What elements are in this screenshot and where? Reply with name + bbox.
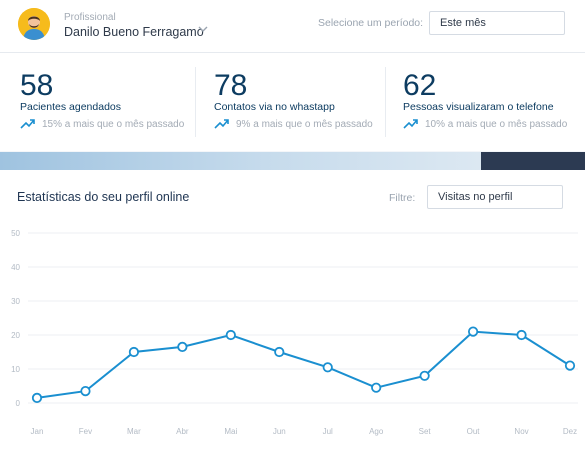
x-tick-label: Fev — [79, 427, 92, 436]
x-tick-label: Set — [419, 427, 432, 436]
filter-label: Filtre: — [389, 192, 416, 204]
top-bar: Profissional Danilo Bueno Ferragamo Sele… — [0, 0, 585, 53]
stat-number: 78 — [214, 69, 248, 102]
period-label: Selecione um período: — [318, 17, 424, 29]
data-point — [516, 329, 527, 341]
y-tick-label: 50 — [11, 229, 20, 238]
data-point — [274, 346, 285, 358]
data-point — [322, 362, 333, 373]
stat-label: Pessoas visualizaram o telefone — [403, 101, 554, 113]
y-tick-label: 40 — [11, 263, 20, 272]
data-point — [177, 341, 188, 352]
data-point — [225, 329, 236, 341]
y-tick-label: 20 — [11, 331, 20, 340]
x-tick-label: Jul — [323, 427, 333, 436]
x-tick-label: Jun — [273, 427, 286, 436]
chart-card: Estatísticas do seu perfil online Filtre… — [0, 170, 585, 450]
trend-up-icon — [403, 117, 419, 129]
stat-trend: 10% a mais que o mês passado — [425, 119, 568, 130]
data-point — [371, 382, 382, 393]
stat-label: Contatos via no whastapp — [214, 101, 335, 113]
stat-number: 58 — [20, 69, 54, 102]
series-line — [36, 330, 571, 399]
data-point — [80, 386, 91, 397]
filter-select[interactable]: Visitas no perfil — [427, 185, 563, 209]
line-chart: 0 10 20 30 40 50 Jan Fev Mar Abr Mai Jun Jul Ago Set Ou… — [11, 229, 578, 436]
banner-strip — [0, 152, 481, 170]
data-point — [31, 392, 43, 403]
divider — [385, 67, 386, 137]
x-tick-label: Mai — [224, 427, 237, 436]
y-tick-label: 0 — [16, 399, 21, 408]
x-tick-label: Out — [467, 427, 481, 436]
chart-title: Estatísticas do seu perfil online — [17, 190, 190, 204]
stat-label: Pacientes agendados — [20, 101, 121, 113]
x-tick-label: Jan — [31, 427, 44, 436]
trend-up-icon — [20, 117, 36, 129]
profile-label: Profissional — [64, 12, 116, 23]
profile-name[interactable]: Danilo Bueno Ferragamo — [64, 25, 204, 39]
y-tick-label: 10 — [11, 365, 20, 374]
stats-panel: 58 Pacientes agendados 15% a mais que o … — [0, 53, 585, 151]
stat-trend: 9% a mais que o mês passado — [236, 119, 373, 130]
data-point — [564, 360, 576, 371]
stat-number: 62 — [403, 69, 437, 102]
data-point — [467, 326, 479, 337]
x-tick-label: Abr — [176, 427, 189, 436]
y-tick-label: 30 — [11, 297, 20, 306]
x-tick-label: Ago — [369, 427, 384, 436]
trend-up-icon — [214, 117, 230, 129]
stat-trend: 15% a mais que o mês passado — [42, 119, 185, 130]
divider — [195, 67, 196, 137]
x-tick-label: Mar — [127, 427, 141, 436]
x-tick-label: Dez — [563, 427, 577, 436]
avatar[interactable] — [18, 8, 50, 40]
period-select[interactable]: Este mês — [429, 11, 565, 35]
x-tick-label: Nov — [514, 427, 528, 436]
data-point — [419, 370, 430, 381]
banner-strip-dark — [481, 152, 585, 170]
chevron-down-icon[interactable] — [198, 24, 208, 36]
data-point — [128, 346, 140, 358]
